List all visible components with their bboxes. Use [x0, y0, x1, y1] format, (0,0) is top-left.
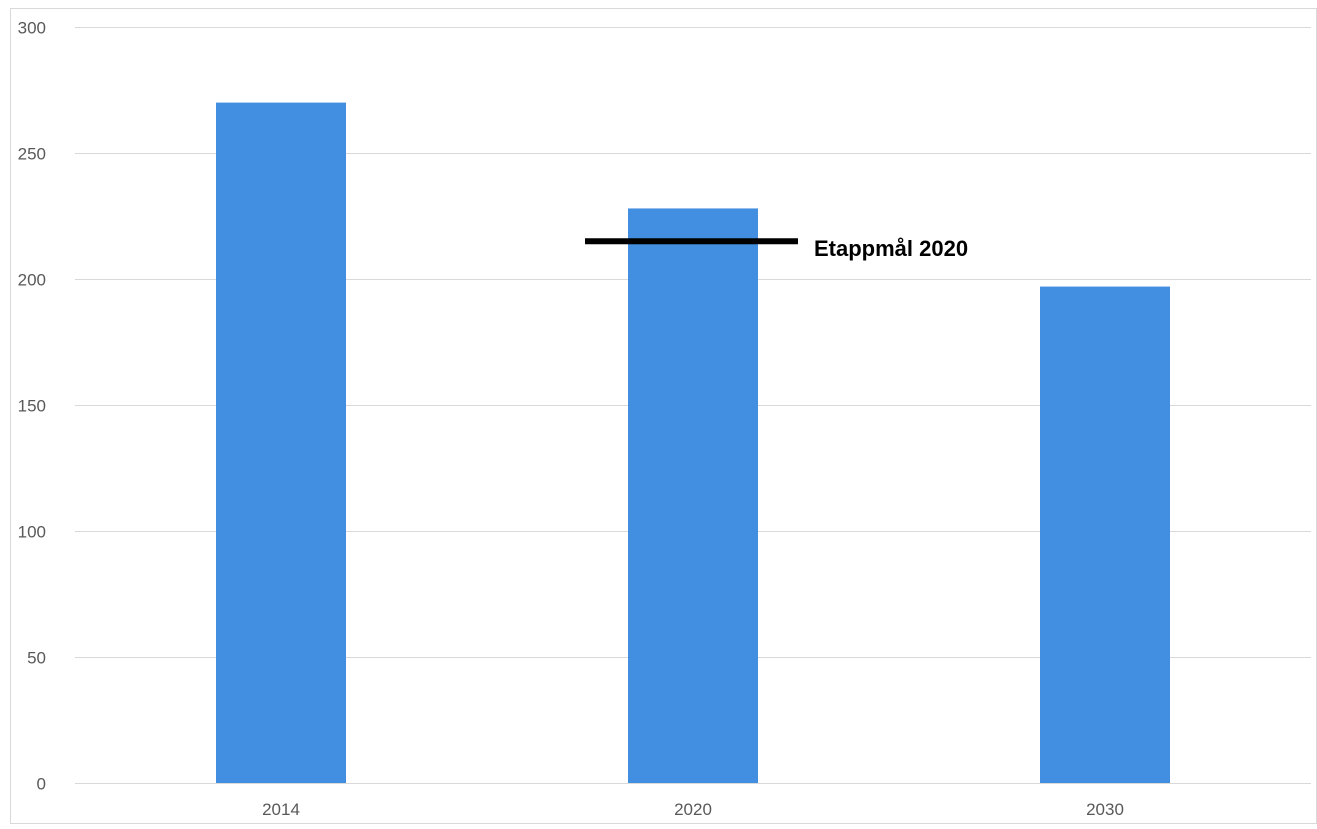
- bars: [216, 102, 1170, 784]
- y-tick-label-0: 0: [37, 775, 46, 794]
- bar-2020: [628, 208, 758, 783]
- y-tick-label-250: 250: [18, 145, 46, 164]
- x-tick-label-2014: 2014: [262, 800, 300, 819]
- target-line-label: Etappmål 2020: [814, 236, 968, 261]
- bar-2030: [1040, 286, 1170, 783]
- y-tick-label-150: 150: [18, 397, 46, 416]
- x-tick-label-2020: 2020: [674, 800, 712, 819]
- y-tick-label-200: 200: [18, 271, 46, 290]
- axes: 0 50 100 150 200 250 300 2014 2020 2030: [18, 19, 1311, 819]
- bar-2014: [216, 102, 346, 784]
- x-tick-label-2030: 2030: [1086, 800, 1124, 819]
- annotations: Etappmål 2020: [585, 236, 968, 261]
- y-tick-label-300: 300: [18, 19, 46, 38]
- y-tick-label-50: 50: [27, 649, 46, 668]
- y-tick-label-100: 100: [18, 523, 46, 542]
